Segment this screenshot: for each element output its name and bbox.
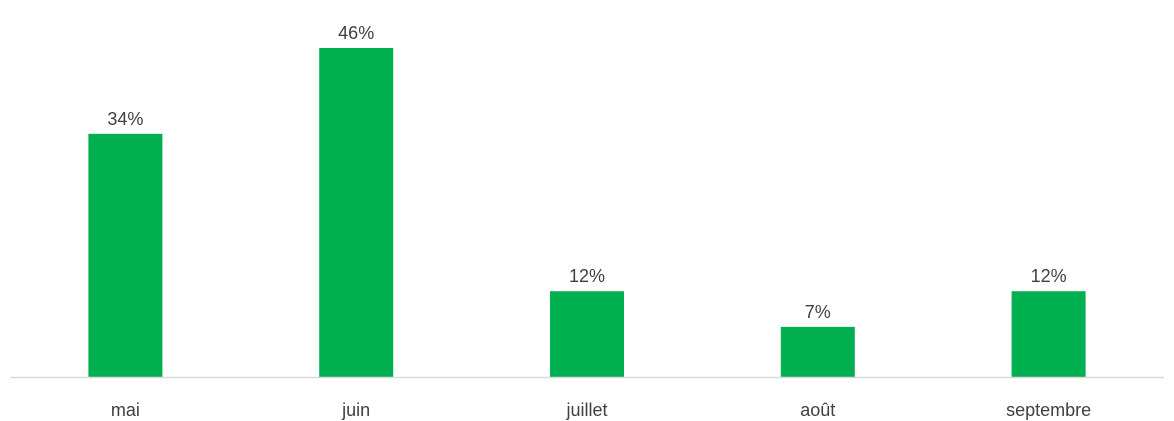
bar-2 [550, 291, 624, 377]
data-label-1: 46% [338, 23, 374, 43]
data-label-0: 34% [107, 109, 143, 129]
bar-0 [88, 133, 163, 377]
x-tick-label-0: mai [111, 400, 140, 420]
data-label-4: 12% [1031, 266, 1067, 286]
bar-1 [319, 48, 394, 377]
bars-layer [88, 48, 1086, 377]
x-tick-label-3: août [800, 400, 835, 420]
data-label-3: 7% [805, 302, 831, 322]
bar-3 [780, 326, 855, 377]
bar-4 [1011, 291, 1086, 377]
data-label-2: 12% [569, 266, 605, 286]
data-labels-layer: 34% 46% 12% 7% 12% [107, 23, 1066, 322]
x-tick-label-1: juin [341, 400, 370, 420]
x-tick-labels-layer: mai juin juillet août septembre [111, 400, 1091, 420]
x-tick-label-4: septembre [1006, 400, 1091, 420]
x-tick-label-2: juillet [565, 400, 607, 420]
